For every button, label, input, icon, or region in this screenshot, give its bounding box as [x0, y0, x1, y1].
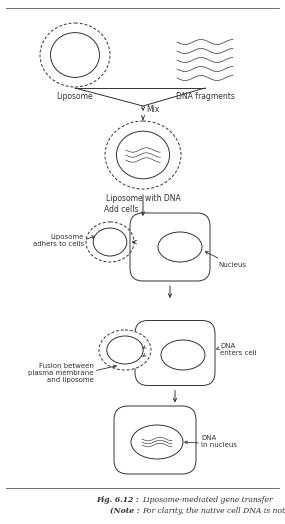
Text: Nucleus: Nucleus: [205, 252, 246, 268]
Ellipse shape: [107, 336, 143, 364]
Ellipse shape: [161, 340, 205, 370]
Ellipse shape: [105, 121, 181, 189]
Ellipse shape: [116, 131, 170, 179]
Text: Fig. 6.12 :: Fig. 6.12 :: [97, 496, 142, 504]
Text: Fusion between
plasma membrane
and liposome: Fusion between plasma membrane and lipos…: [28, 363, 94, 383]
Ellipse shape: [99, 330, 151, 370]
Text: (Note :: (Note :: [110, 507, 142, 515]
Text: Liposome
adhers to cells: Liposome adhers to cells: [33, 234, 84, 247]
Ellipse shape: [131, 425, 183, 459]
Text: DNA
in nucleus: DNA in nucleus: [201, 435, 237, 448]
Text: Liposome with DNA: Liposome with DNA: [106, 194, 180, 203]
Ellipse shape: [158, 232, 202, 262]
Text: Liposome: Liposome: [57, 92, 93, 101]
FancyBboxPatch shape: [114, 406, 196, 474]
Text: DNA
enters cell: DNA enters cell: [220, 343, 256, 356]
FancyBboxPatch shape: [130, 213, 210, 281]
Text: Mix: Mix: [146, 105, 159, 115]
Text: Liposome-mediated gene transfer: Liposome-mediated gene transfer: [142, 496, 273, 504]
Text: Add cells: Add cells: [105, 205, 139, 214]
Text: For clarity, the native cell DNA is not shown).: For clarity, the native cell DNA is not …: [142, 507, 285, 515]
FancyBboxPatch shape: [135, 321, 215, 386]
Text: DNA fragments: DNA fragments: [176, 92, 235, 101]
